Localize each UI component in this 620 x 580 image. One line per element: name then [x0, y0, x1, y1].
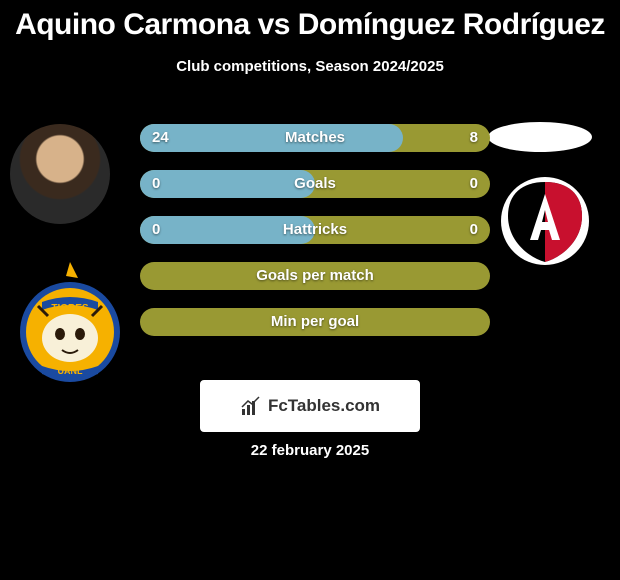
svg-text:UANL: UANL [58, 366, 83, 376]
stat-bars: 24Matches80Goals00Hattricks0Goals per ma… [140, 124, 490, 354]
stat-bar: 0Goals0 [140, 170, 490, 198]
page-title: Aquino Carmona vs Domínguez Rodríguez [0, 0, 620, 42]
team-badge-right [500, 176, 590, 266]
date-text: 22 february 2025 [0, 442, 620, 459]
stat-label: Goals [140, 170, 490, 198]
chart-icon [240, 395, 262, 417]
stat-label: Hattricks [140, 216, 490, 244]
stat-value-right: 0 [470, 216, 478, 244]
stat-value-right: 8 [470, 124, 478, 152]
player-avatar-right [488, 122, 592, 152]
svg-text:TIGRES: TIGRES [51, 303, 89, 314]
player-avatar-left [10, 124, 110, 224]
stat-bar: Min per goal [140, 308, 490, 336]
stat-value-right: 0 [470, 170, 478, 198]
tigres-badge-icon: TIGRES UANL [18, 256, 122, 384]
stat-bar: 24Matches8 [140, 124, 490, 152]
stat-label: Goals per match [140, 262, 490, 290]
brand-badge: FcTables.com [200, 380, 420, 432]
brand-text: FcTables.com [268, 396, 380, 416]
stat-bar: 0Hattricks0 [140, 216, 490, 244]
subtitle: Club competitions, Season 2024/2025 [0, 58, 620, 75]
stat-label: Matches [140, 124, 490, 152]
comparison-card: Aquino Carmona vs Domínguez Rodríguez Cl… [0, 0, 620, 580]
stat-bar: Goals per match [140, 262, 490, 290]
stat-label: Min per goal [140, 308, 490, 336]
atlas-badge-icon [500, 176, 590, 266]
team-badge-left: TIGRES UANL [18, 256, 122, 384]
